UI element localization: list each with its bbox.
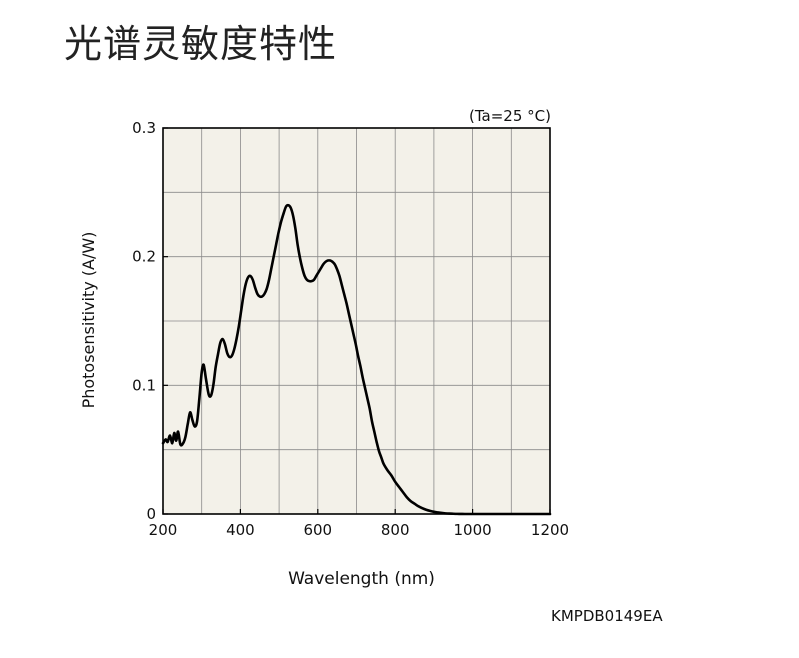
- x-tick-label: 1000: [454, 521, 492, 539]
- y-tick-label: 0.1: [132, 376, 156, 394]
- page-title: 光谱灵敏度特性: [64, 22, 338, 66]
- y-tick-label: 0.3: [132, 119, 156, 137]
- y-tick-label: 0: [146, 505, 156, 523]
- grid-lines: [163, 128, 550, 514]
- figure-code: KMPDB0149EA: [551, 607, 663, 625]
- y-tick-label: 0.2: [132, 248, 156, 266]
- x-tick-label: 400: [226, 521, 255, 539]
- plot-frame: [162, 127, 551, 515]
- x-tick-label: 800: [381, 521, 410, 539]
- x-tick-label: 200: [149, 521, 178, 539]
- y-axis-title: Photosensitivity (A/W): [79, 232, 98, 409]
- x-axis-title: Wavelength (nm): [288, 569, 435, 589]
- x-tick-label: 1200: [531, 521, 569, 539]
- condition-label: (Ta=25 °C): [469, 107, 551, 125]
- tick-labels: 200 400 600 800 1000 1200 0 0.1 0.2 0.3: [132, 119, 569, 539]
- x-tick-label: 600: [303, 521, 332, 539]
